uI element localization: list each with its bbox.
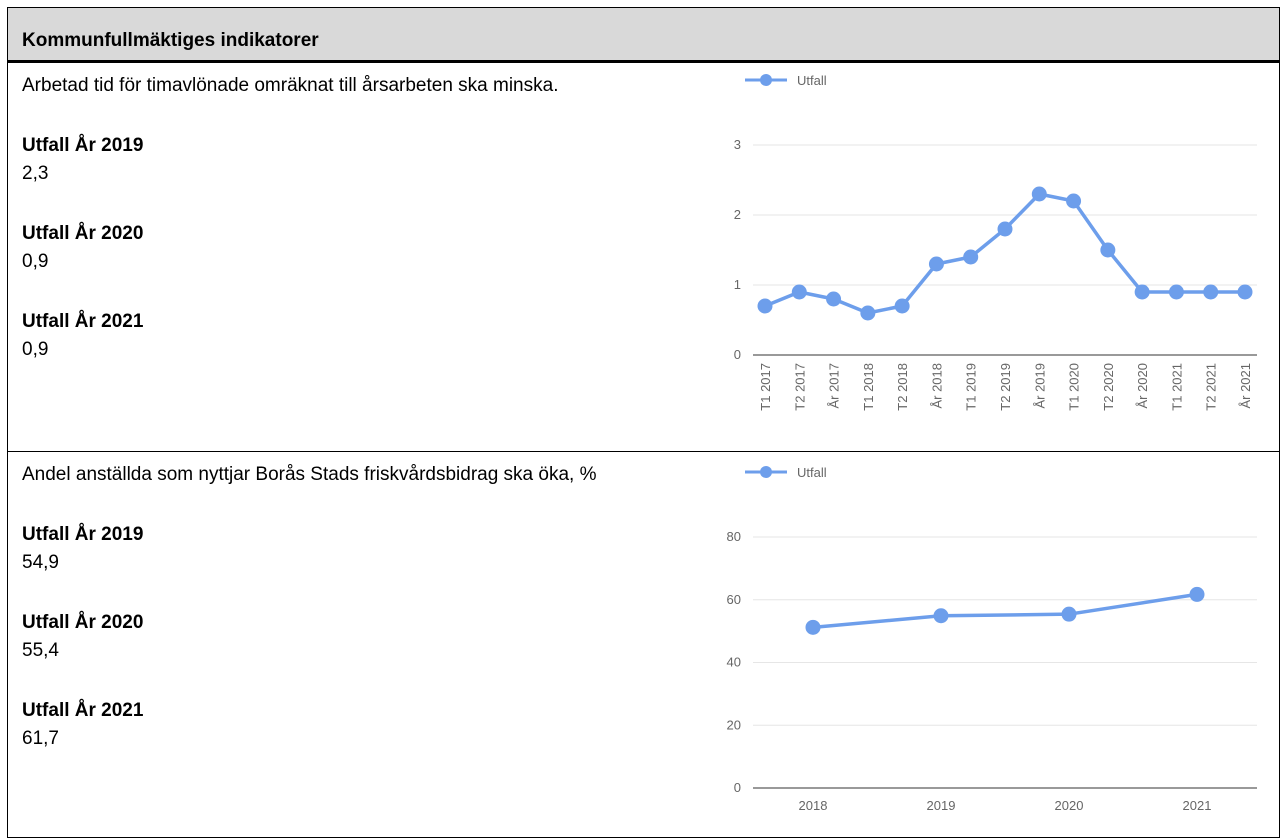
legend-label: Utfall <box>797 73 827 88</box>
y-tick-label: 1 <box>734 277 741 292</box>
x-tick-label: År 2018 <box>929 363 944 409</box>
y-tick-label: 0 <box>734 347 741 362</box>
x-tick-label: T1 2020 <box>1067 363 1082 411</box>
data-point <box>997 221 1013 237</box>
result-value: 61,7 <box>22 728 59 749</box>
x-tick-label: 2019 <box>927 798 956 813</box>
y-tick-label: 0 <box>734 780 741 795</box>
table-row: Arbetad tid för timavlönade omräknat til… <box>7 62 1280 452</box>
data-point <box>757 298 773 314</box>
x-tick-label: T1 2021 <box>1169 363 1184 411</box>
x-tick-label: T1 2018 <box>861 363 876 411</box>
x-tick-label: 2018 <box>799 798 828 813</box>
data-point <box>928 256 944 272</box>
data-point <box>826 291 842 307</box>
result-value: 0,9 <box>22 339 49 360</box>
chart: 0 20 40 60 80 2018 2019 2020 2021 Utfall <box>727 465 1257 813</box>
y-tick-label: 2 <box>734 207 741 222</box>
table-header: Kommunfullmäktiges indikatorer <box>7 7 1280 63</box>
x-tick-label: 2021 <box>1183 798 1212 813</box>
y-tick-label: 60 <box>727 592 741 607</box>
indicator-description: Arbetad tid för timavlönade omräknat til… <box>22 75 559 96</box>
data-line <box>812 592 1198 630</box>
data-point <box>894 298 910 314</box>
result-value: 0,9 <box>22 251 49 272</box>
data-point <box>1100 242 1116 258</box>
result-label: Utfall År 2019 <box>22 524 144 545</box>
result-label: Utfall År 2021 <box>22 311 144 332</box>
x-tick-label: T2 2019 <box>998 363 1013 411</box>
x-tick-label: T2 2020 <box>1101 363 1116 411</box>
x-tick-label: År 2021 <box>1238 363 1253 409</box>
data-point <box>805 619 821 635</box>
data-point <box>1237 284 1253 300</box>
x-tick-label: T1 2017 <box>758 363 773 411</box>
result-label: Utfall År 2020 <box>22 612 144 633</box>
data-point <box>1134 284 1150 300</box>
x-tick-label: År 2019 <box>1032 363 1047 409</box>
data-point <box>1066 193 1082 209</box>
x-tick-label: T2 2021 <box>1204 363 1219 411</box>
result-label: Utfall År 2021 <box>22 700 144 721</box>
data-point <box>1031 186 1047 202</box>
data-point <box>933 608 949 624</box>
x-tick-label: 2020 <box>1055 798 1084 813</box>
chart: 0 1 2 3 T1 2017 T2 2017 År 2017 T1 2018 T2 2018 Å… <box>734 73 1257 411</box>
legend-marker <box>760 74 772 86</box>
result-label: Utfall År 2020 <box>22 223 144 244</box>
indicator-text: Arbetad tid för timavlönade omräknat til… <box>22 72 702 396</box>
legend-marker <box>760 466 772 478</box>
data-point <box>791 284 807 300</box>
result-value: 55,4 <box>22 640 59 661</box>
table-title: Kommunfullmäktiges indikatorer <box>22 30 319 51</box>
y-tick-label: 20 <box>727 717 741 732</box>
y-tick-label: 80 <box>727 529 741 544</box>
x-tick-label: T2 2017 <box>792 363 807 411</box>
x-tick-label: År 2017 <box>827 363 842 409</box>
x-tick-label: T2 2018 <box>895 363 910 411</box>
x-tick-label: T1 2019 <box>964 363 979 411</box>
result-value: 54,9 <box>22 552 59 573</box>
data-point <box>1168 284 1184 300</box>
result-label: Utfall År 2019 <box>22 135 144 156</box>
y-tick-label: 3 <box>734 137 741 152</box>
data-point <box>1061 606 1077 622</box>
legend-label: Utfall <box>797 465 827 480</box>
data-point <box>1189 586 1205 602</box>
result-value: 2,3 <box>22 163 49 184</box>
y-tick-label: 40 <box>727 655 741 670</box>
indicator-description: Andel anställda som nyttjar Borås Stads … <box>22 464 597 485</box>
data-point <box>963 249 979 265</box>
data-point <box>1203 284 1219 300</box>
data-point <box>860 305 876 321</box>
indicator-text: Andel anställda som nyttjar Borås Stads … <box>22 461 702 785</box>
x-tick-label: År 2020 <box>1135 363 1150 409</box>
